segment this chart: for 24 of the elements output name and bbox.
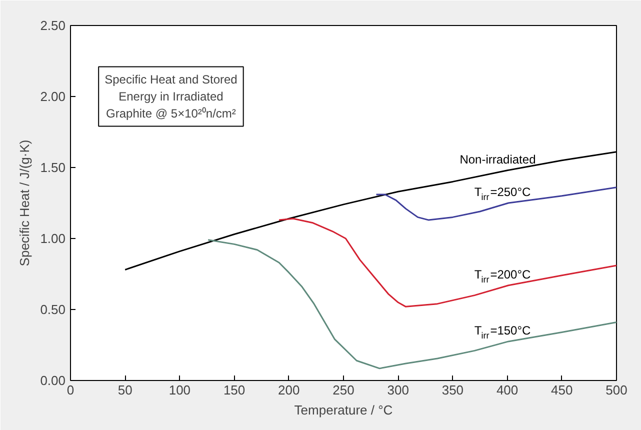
y-tick-label: 1.50 <box>40 160 66 175</box>
x-tick-label: 400 <box>496 382 518 398</box>
line-series <box>278 218 616 308</box>
y-tick-label: 1.00 <box>40 231 66 246</box>
series-label: Non-irradiated <box>460 152 536 166</box>
y-tick-label: 2.50 <box>40 18 66 33</box>
x-tick-label: 150 <box>223 382 246 398</box>
x-tick-label: 450 <box>551 382 573 398</box>
x-tick-label: 250 <box>332 382 354 398</box>
x-axis-title: Temperature / °C <box>294 402 393 418</box>
line-series <box>376 186 616 221</box>
y-axis-title: Specific Heat / J/(g·K) <box>17 140 32 266</box>
y-tick-label: 2.00 <box>40 89 66 104</box>
x-tick-label: 50 <box>118 382 132 398</box>
x-tick-label: 100 <box>168 382 191 398</box>
x-tick-label: 0 <box>66 382 74 398</box>
x-tick-label: 300 <box>387 382 409 398</box>
x-tick-label: 350 <box>442 382 464 398</box>
x-tick-label: 500 <box>606 382 628 398</box>
y-tick-label: 0.50 <box>40 302 66 317</box>
y-tick-label: 0.00 <box>40 373 66 388</box>
annotation: Specific Heat and Stored Energy in Irradiated Graphite @ 5×10²⁰n/cm² <box>104 72 238 120</box>
x-tick-label: 200 <box>278 382 300 398</box>
line-series <box>207 239 616 370</box>
